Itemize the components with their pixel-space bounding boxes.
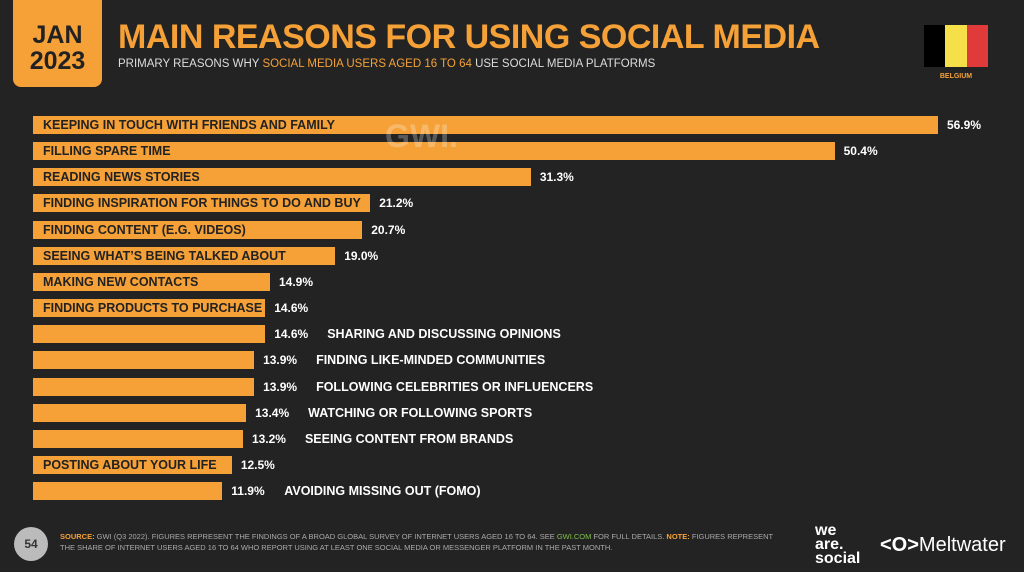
value-label: 56.9% — [947, 118, 982, 132]
value-label: 13.9% — [263, 353, 298, 368]
bar — [33, 351, 255, 370]
value-label: 11.9% — [231, 484, 265, 499]
value-label: 13.4% — [255, 405, 290, 420]
gwi-watermark: GWI. — [385, 118, 458, 154]
source-note: SOURCE: GWI (Q3 2022). FIGURES REPRESENT… — [60, 532, 773, 552]
value-label: 13.9% — [263, 379, 298, 394]
category-label: MAKING NEW CONTACTS — [43, 274, 199, 289]
bar — [33, 429, 243, 448]
bar — [33, 116, 938, 134]
page-number: 54 — [14, 527, 48, 561]
bar — [33, 482, 223, 501]
category-label: FINDING CONTENT (E.G. VIDEOS) — [43, 222, 246, 237]
value-label: 13.2% — [251, 431, 286, 446]
year: 2023 — [29, 47, 86, 75]
category-label: SEEING WHAT’S BEING TALKED ABOUT — [43, 248, 286, 263]
value-label: 20.7% — [371, 222, 406, 237]
category-label: READING NEWS STORIES — [43, 170, 200, 185]
category-label: AVOIDING MISSING OUT (FOMO) — [284, 484, 481, 499]
bar — [33, 325, 266, 344]
category-label: FOLLOWING CELEBRITIES OR INFLUENCERS — [316, 379, 594, 394]
month: JAN — [32, 21, 83, 49]
bar — [33, 299, 266, 318]
category-label: SHARING AND DISCUSSING OPINIONS — [327, 327, 561, 342]
meltwater-logo: <O>Meltwater — [880, 534, 1006, 556]
category-label: FINDING INSPIRATION FOR THINGS TO DO AND… — [43, 196, 361, 211]
category-label: FILLING SPARE TIME — [43, 144, 171, 159]
category-label: WATCHING OR FOLLOWING SPORTS — [308, 405, 533, 420]
bar — [33, 403, 247, 422]
bar — [33, 377, 255, 396]
value-label: 50.4% — [843, 144, 878, 159]
subtitle: PRIMARY REASONS WHY SOCIAL MEDIA USERS A… — [118, 58, 656, 70]
date-badge: JAN 2023 — [13, 0, 102, 87]
bar — [33, 455, 232, 474]
bar — [33, 168, 531, 187]
bar — [33, 220, 363, 239]
value-label: 12.5% — [240, 457, 275, 472]
value-label: 14.9% — [278, 274, 314, 289]
value-label: 14.6% — [274, 301, 309, 316]
bar — [33, 194, 371, 213]
country-label: BELGIUM — [939, 73, 973, 80]
bar — [33, 142, 835, 161]
we-are-social-logo: we are. social — [815, 522, 861, 567]
category-label: POSTING ABOUT YOUR LIFE — [43, 457, 217, 472]
value-label: 19.0% — [344, 248, 379, 263]
page-title: MAIN REASONS FOR USING SOCIAL MEDIA — [118, 18, 820, 56]
category-label: FINDING LIKE-MINDED COMMUNITIES — [316, 353, 546, 368]
value-label: 21.2% — [379, 196, 414, 211]
category-label: KEEPING IN TOUCH WITH FRIENDS AND FAMILY — [43, 118, 335, 132]
value-label: 14.6% — [274, 327, 309, 342]
category-label: SEEING CONTENT FROM BRANDS — [304, 431, 514, 446]
bar — [33, 246, 336, 265]
belgium-flag-icon — [924, 25, 988, 67]
value-label: 31.3% — [539, 170, 574, 185]
category-label: FINDING PRODUCTS TO PURCHASE — [43, 301, 263, 316]
bar — [33, 272, 270, 291]
